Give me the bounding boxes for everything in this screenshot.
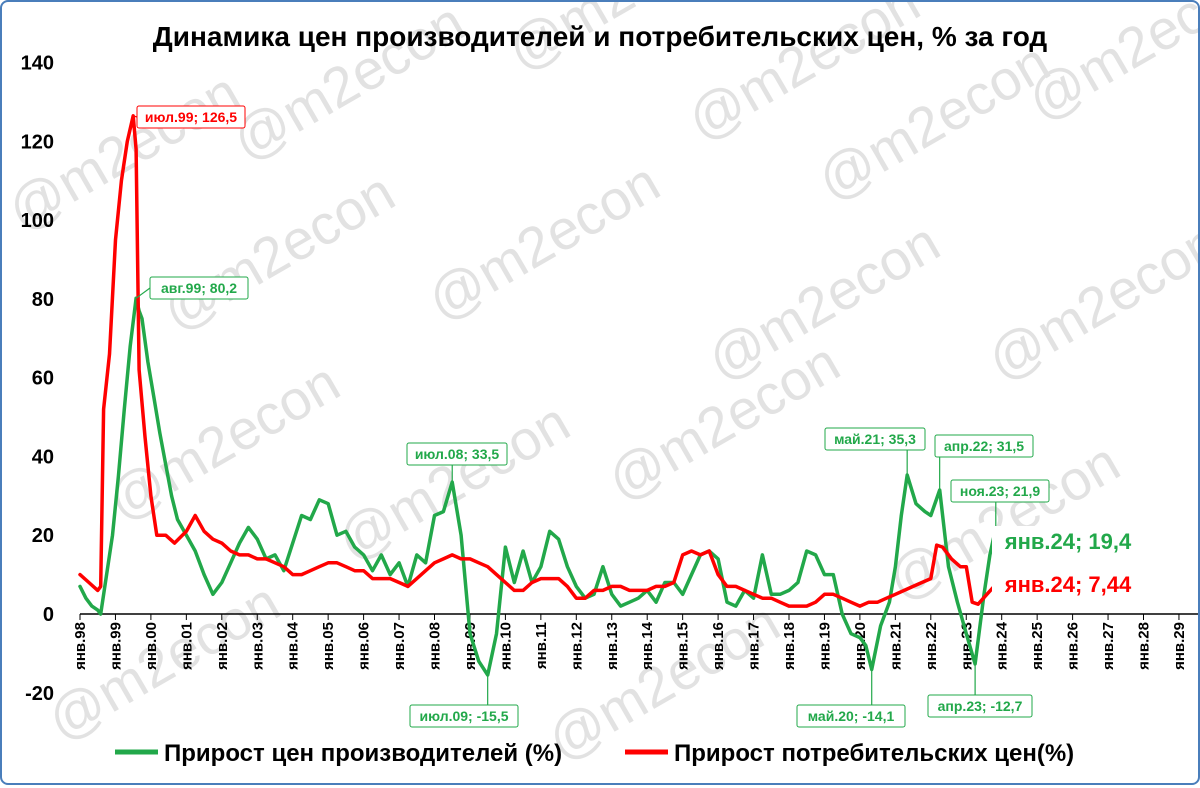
x-tick-label: янв.26 <box>1065 622 1082 670</box>
x-tick-label: янв.16 <box>710 622 727 670</box>
axes: -20 0 20 40 60 80 100 120 140 янв.98 янв.99 янв.00 я… <box>21 53 1200 705</box>
x-tick-label: янв.01 <box>178 622 195 670</box>
y-tick-label: 0 <box>43 604 54 626</box>
data-label: июл.99; 126,5 <box>133 105 246 129</box>
x-tick-label: янв.14 <box>639 621 656 670</box>
x-tick-label: янв.27 <box>1100 622 1117 670</box>
watermark-text: @m2econ <box>417 150 670 333</box>
data-label: май.21; 35,3 <box>824 427 926 475</box>
series-lines <box>78 114 1004 677</box>
x-tick-label: янв.25 <box>1029 622 1046 670</box>
data-label: апр.22; 31,5 <box>934 434 1034 490</box>
data-label: янв.24; 19,4 <box>992 526 1144 556</box>
data-label-leader <box>135 287 151 299</box>
x-tick-label: янв.12 <box>568 622 585 670</box>
series-line-producer <box>78 296 1004 677</box>
x-tick-label: янв.08 <box>427 622 444 670</box>
y-tick-label: 60 <box>32 368 54 390</box>
x-tick-label: янв.00 <box>143 622 160 670</box>
data-label-box <box>950 479 1050 503</box>
data-label: май.20; -14,1 <box>796 669 906 728</box>
data-label-box <box>149 276 249 300</box>
data-label-text: май.21; 35,3 <box>834 431 916 447</box>
x-tick-label: янв.29 <box>1171 622 1188 670</box>
data-label-box <box>934 434 1034 458</box>
x-tick-label: янв.11 <box>533 622 550 669</box>
x-tick-label: янв.10 <box>497 622 514 670</box>
x-tick-label: янв.98 <box>72 622 89 670</box>
x-tick-label: янв.17 <box>746 622 763 670</box>
data-label-text: июл.99; 126,5 <box>145 109 237 125</box>
watermark-text: @m2econ <box>152 160 405 343</box>
data-label: ноя.23; 21,9 <box>950 479 1050 528</box>
x-tick-label: янв.06 <box>356 622 373 670</box>
data-label-text: янв.24; 7,44 <box>1004 572 1132 597</box>
data-label-text: апр.22; 31,5 <box>944 438 1024 454</box>
x-tick-label: янв.13 <box>604 622 621 670</box>
annotations: июл.99; 126,5 авг.99; 80,2 июл.08; 33,5 июл… <box>133 105 1144 728</box>
x-tick-label: янв.15 <box>675 622 692 670</box>
y-tick-label: 100 <box>21 210 54 232</box>
x-tick-label: янв.07 <box>391 622 408 670</box>
data-label-box <box>136 105 246 129</box>
data-label-text: ноя.23; 21,9 <box>960 483 1040 499</box>
x-tick-label: янв.99 <box>107 622 124 670</box>
data-label-text: апр.23; -12,7 <box>938 698 1023 714</box>
x-tick-label: янв.19 <box>816 622 833 670</box>
data-label-box <box>992 526 1144 556</box>
x-tick-label: янв.21 <box>887 622 904 670</box>
y-tick-label: -20 <box>25 683 54 705</box>
data-label: апр.23; -12,7 <box>927 664 1033 718</box>
data-label-leader <box>133 115 138 118</box>
data-label-box <box>824 427 926 451</box>
x-tick-label: янв.18 <box>781 622 798 670</box>
data-label-box <box>409 704 519 728</box>
data-label-box <box>927 694 1033 718</box>
x-tick-label: янв.24 <box>994 621 1011 670</box>
watermark-text: @m2econ <box>97 350 350 533</box>
x-tick-label: янв.22 <box>923 622 940 670</box>
data-label-text: май.20; -14,1 <box>808 708 895 724</box>
y-tick-label: 120 <box>21 131 54 153</box>
x-tick-label: янв.05 <box>320 622 337 670</box>
data-label-box <box>796 704 906 728</box>
data-label: янв.24; 7,44 <box>992 569 1144 599</box>
y-tick-label: 40 <box>32 446 54 468</box>
chart-title: Динамика цен производителей и потребител… <box>153 21 1048 52</box>
legend: Прирост цен производителей (%) Прирост п… <box>115 740 1074 767</box>
data-label: авг.99; 80,2 <box>135 276 249 300</box>
y-tick-label: 80 <box>32 289 54 311</box>
x-tick-label: янв.04 <box>285 621 302 670</box>
y-tick-label: 140 <box>21 53 54 75</box>
data-label-text: авг.99; 80,2 <box>161 280 237 296</box>
data-label-box <box>406 442 508 466</box>
x-tick-label: янв.02 <box>214 622 231 670</box>
x-tick-label: янв.23 <box>958 622 975 670</box>
legend-label-producer: Прирост цен производителей (%) <box>164 740 562 767</box>
x-tick-label: янв.03 <box>249 622 266 670</box>
data-label-text: янв.24; 19,4 <box>1004 529 1132 554</box>
data-label-box <box>992 569 1144 599</box>
y-tick-label: 20 <box>32 525 54 547</box>
x-tick-label: янв.20 <box>852 622 869 670</box>
data-label: июл.08; 33,5 <box>406 442 508 483</box>
data-label-text: июл.09; -15,5 <box>419 708 508 724</box>
watermark-text: @m2econ <box>977 210 1199 393</box>
data-label-text: июл.08; 33,5 <box>415 446 500 462</box>
x-tick-label: янв.28 <box>1136 622 1153 670</box>
series-line-consumer <box>78 114 1004 608</box>
x-tick-label: янв.09 <box>462 622 479 670</box>
legend-label-consumer: Прирост потребительских цен(%) <box>674 740 1074 767</box>
data-label: июл.09; -15,5 <box>409 675 519 728</box>
